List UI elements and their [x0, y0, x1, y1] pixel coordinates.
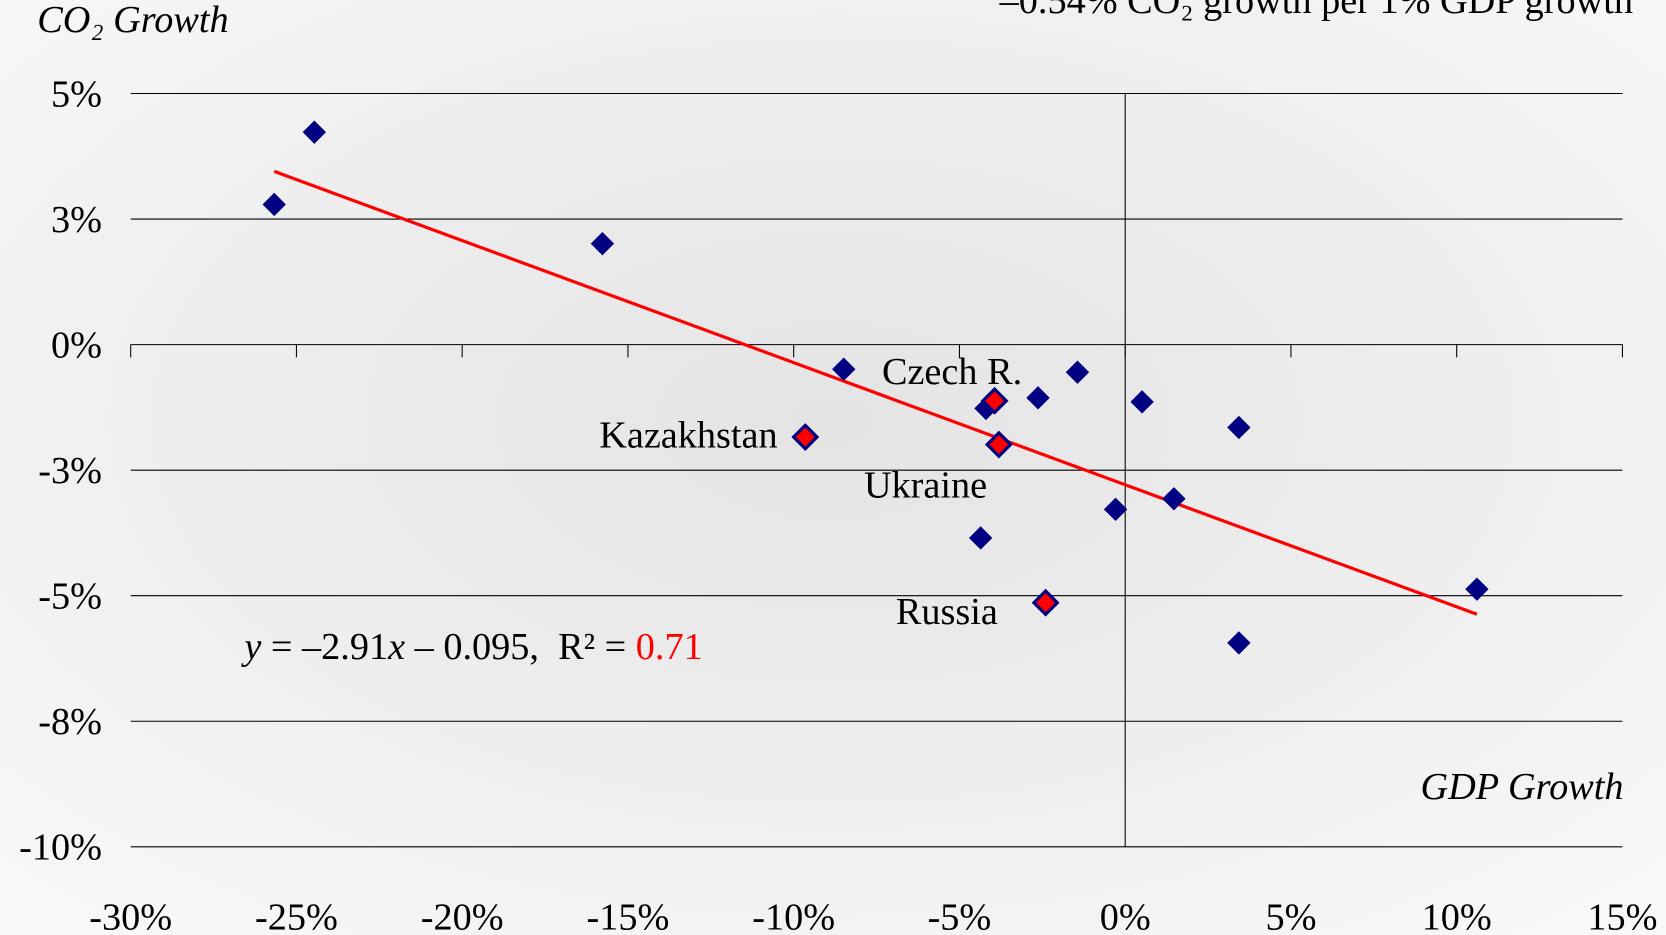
- x-tick-label: -5%: [928, 897, 992, 935]
- y-axis-title: CO₂ Growth: [37, 0, 228, 41]
- point: [262, 192, 286, 217]
- point: [1103, 497, 1128, 522]
- x-tick-label: 10%: [1422, 897, 1492, 935]
- point-label: Russia: [896, 591, 998, 633]
- trendline: [273, 169, 1478, 616]
- point: [1130, 390, 1154, 414]
- x-tick-label: -20%: [421, 897, 504, 935]
- y-tick-label: -3%: [38, 450, 102, 492]
- x-axis-title: GDP Growth: [1421, 766, 1624, 808]
- x-tick-label: -10%: [752, 897, 835, 935]
- point: [590, 231, 615, 256]
- point-label: Czech R.: [882, 351, 1022, 393]
- r-squared: 0.71: [636, 626, 703, 668]
- point: [1026, 386, 1050, 410]
- y-tick-label: -8%: [38, 701, 102, 743]
- x-tick-label: -30%: [89, 897, 172, 935]
- equation-part: y: [240, 626, 261, 668]
- equation: y = –2.91x – 0.095, R² = 0.71: [240, 626, 702, 668]
- equation-part: = –2.91: [261, 626, 388, 668]
- y-tick-label: 5%: [51, 73, 102, 115]
- chart-title: –0.54% CO₂ growth per 1% GDP growth: [999, 0, 1633, 22]
- point: [791, 423, 820, 451]
- equation-part: – 0.095, R² =: [405, 626, 636, 668]
- x-tick-label: 15%: [1587, 897, 1657, 935]
- point-label: Kazakhstan: [599, 415, 777, 457]
- point: [832, 357, 856, 381]
- point: [302, 120, 327, 144]
- point: [980, 386, 1009, 415]
- point: [984, 430, 1013, 459]
- y-tick-label: 3%: [51, 199, 102, 241]
- point-label: Ukraine: [864, 465, 987, 507]
- point: [968, 526, 993, 550]
- point: [1227, 631, 1251, 655]
- y-tick-label: -10%: [19, 827, 102, 869]
- point: [1162, 487, 1186, 511]
- x-tick-label: -25%: [255, 897, 338, 935]
- point: [1227, 415, 1251, 440]
- point: [1031, 588, 1060, 617]
- x-tick-label: -15%: [587, 897, 670, 935]
- y-tick-label: 0%: [51, 324, 102, 366]
- x-tick-label: 0%: [1100, 897, 1151, 935]
- point: [1465, 577, 1489, 601]
- equation-part: x: [387, 626, 405, 668]
- point: [1065, 360, 1090, 384]
- y-tick-label: -5%: [38, 575, 102, 617]
- x-tick-label: 5%: [1265, 897, 1316, 935]
